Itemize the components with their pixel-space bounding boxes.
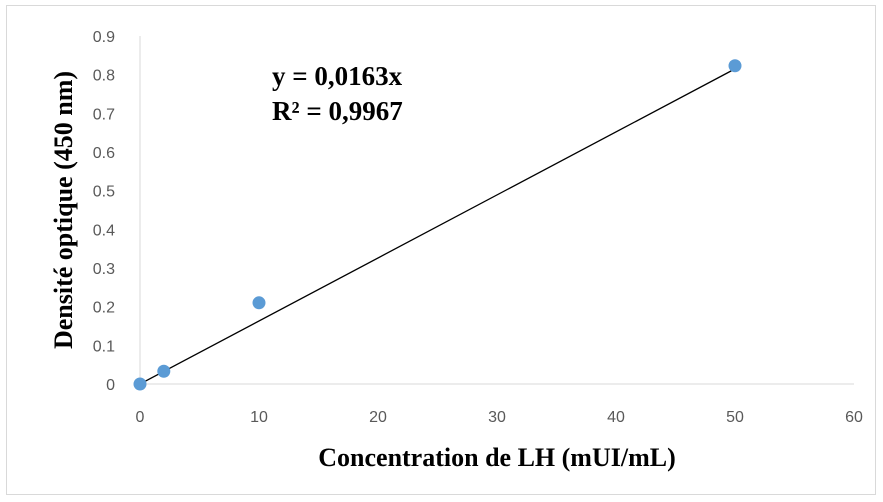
x-tick-label: 40	[607, 409, 625, 426]
data-point	[157, 364, 171, 378]
y-axis-title: Densité optique (450 nm)	[49, 71, 78, 349]
y-tick-label: 0.8	[93, 68, 115, 85]
data-point	[728, 59, 742, 73]
x-axis-title: Concentration de LH (mUI/mL)	[318, 443, 675, 472]
y-tick-labels: 0 0.1 0.2 0.3 0.4 0.5 0.6 0.7 0.8 0.9	[93, 29, 115, 394]
data-point	[252, 296, 266, 310]
y-tick-label: 0	[106, 377, 115, 394]
x-tick-label: 0	[136, 409, 145, 426]
y-tick-label: 0.7	[93, 106, 115, 123]
x-tick-label: 30	[488, 409, 506, 426]
data-point	[133, 377, 147, 391]
y-tick-label: 0.9	[93, 29, 115, 46]
y-tick-label: 0.1	[93, 338, 115, 355]
y-tick-label: 0.5	[93, 184, 115, 201]
x-tick-labels: 0 10 20 30 40 50 60	[136, 409, 863, 426]
trendline	[139, 68, 736, 385]
y-tick-label: 0.4	[93, 222, 115, 239]
data-points	[133, 59, 742, 391]
chart-frame	[6, 5, 876, 495]
x-tick-label: 50	[726, 409, 744, 426]
y-tick-label: 0.6	[93, 145, 115, 162]
x-tick-label: 20	[369, 409, 387, 426]
equation-label: y = 0,0163x	[272, 61, 403, 91]
y-tick-label: 0.3	[93, 261, 115, 278]
r-squared-label: R² = 0,9967	[272, 96, 403, 126]
y-tick-label: 0.2	[93, 300, 115, 317]
x-tick-label: 60	[845, 409, 863, 426]
trendline-path	[139, 68, 736, 385]
x-tick-label: 10	[250, 409, 268, 426]
